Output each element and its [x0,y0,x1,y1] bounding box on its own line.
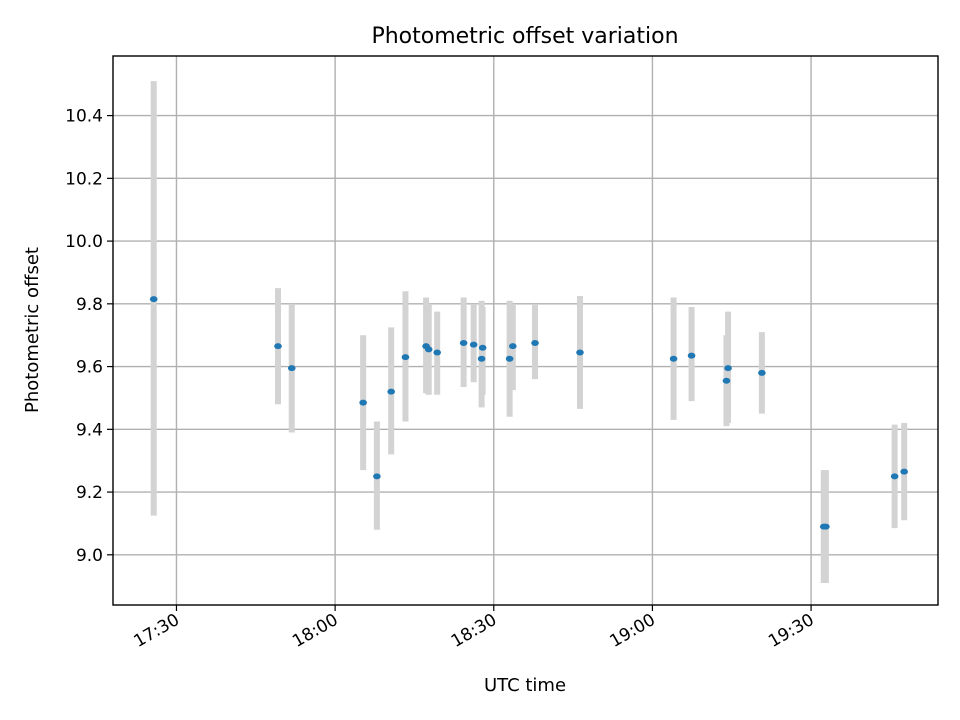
data-point [469,341,478,348]
y-tick-label: 10.0 [65,232,103,252]
data-point [505,355,514,362]
data-point [890,473,899,480]
data-point [359,399,367,406]
grid-lines [113,56,938,605]
data-point [531,340,539,347]
error-bars [150,81,908,584]
data-point [401,354,410,361]
y-tick-label: 9.4 [76,420,103,440]
data-point [287,365,296,372]
plot-area-frame [112,55,939,606]
data-point [149,296,158,303]
x-tick-label: 18:00 [289,610,341,652]
data-point [478,344,487,351]
y-axis-ticks: 9.0 9.2 9.4 9.6 9.8 10.0 10.2 10.4 [65,107,113,566]
data-point [758,369,766,376]
data-point [509,343,517,350]
y-tick-label: 10.4 [65,107,103,127]
data-point [900,468,908,475]
data-point [424,346,433,353]
data-point [669,355,678,362]
data-point [387,388,395,395]
data-point [822,523,830,530]
y-tick-label: 9.6 [76,358,103,378]
x-tick-label: 17:30 [131,610,183,652]
data-point [433,349,441,356]
y-tick-label: 9.0 [76,546,103,566]
data-point [576,349,584,356]
data-point [373,473,381,480]
y-tick-label: 9.2 [76,483,103,503]
data-point [274,343,282,350]
chart-title: Photometric offset variation [371,24,678,49]
x-axis-ticks: 17:30 18:00 18:30 19:00 19:30 [131,605,818,652]
data-point [459,340,468,347]
data-point [687,352,696,359]
data-points [149,296,908,530]
x-tick-label: 19:30 [765,610,817,652]
y-axis-label: Photometric offset [22,247,43,413]
data-point [477,355,486,362]
y-tick-label: 9.8 [76,295,103,315]
data-point [724,365,732,372]
data-point [722,377,731,384]
x-tick-label: 18:30 [448,610,500,652]
x-axis-label: UTC time [484,675,566,696]
x-tick-label: 19:00 [606,610,658,652]
y-tick-label: 10.2 [65,169,103,189]
